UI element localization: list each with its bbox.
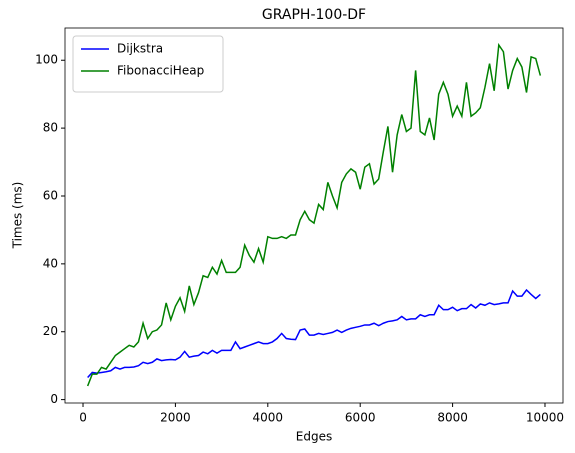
y-tick-label: 60 — [43, 188, 58, 202]
y-axis-label: Times (ms) — [11, 182, 25, 250]
x-axis-label: Edges — [296, 430, 332, 444]
legend-label: FibonacciHeap — [117, 64, 204, 78]
x-tick-label: 10000 — [526, 411, 564, 425]
plot-frame — [64, 27, 564, 404]
x-tick-label: 6000 — [345, 411, 376, 425]
x-tick-label: 0 — [79, 411, 87, 425]
series-line — [87, 288, 541, 379]
x-tick-label: 8000 — [437, 411, 468, 425]
y-tick-label: 80 — [43, 121, 58, 135]
y-tick-label: 100 — [35, 53, 58, 67]
legend-box — [72, 35, 224, 93]
x-tick-label: 2000 — [160, 411, 191, 425]
y-tick-label: 20 — [43, 324, 58, 338]
y-tick-label: 40 — [43, 256, 58, 270]
x-tick-label: 4000 — [253, 411, 284, 425]
y-tick-label: 0 — [50, 392, 58, 406]
series-line — [86, 42, 542, 387]
legend-label: Dijkstra — [117, 42, 163, 56]
chart-title: GRAPH-100-DF — [262, 7, 366, 23]
